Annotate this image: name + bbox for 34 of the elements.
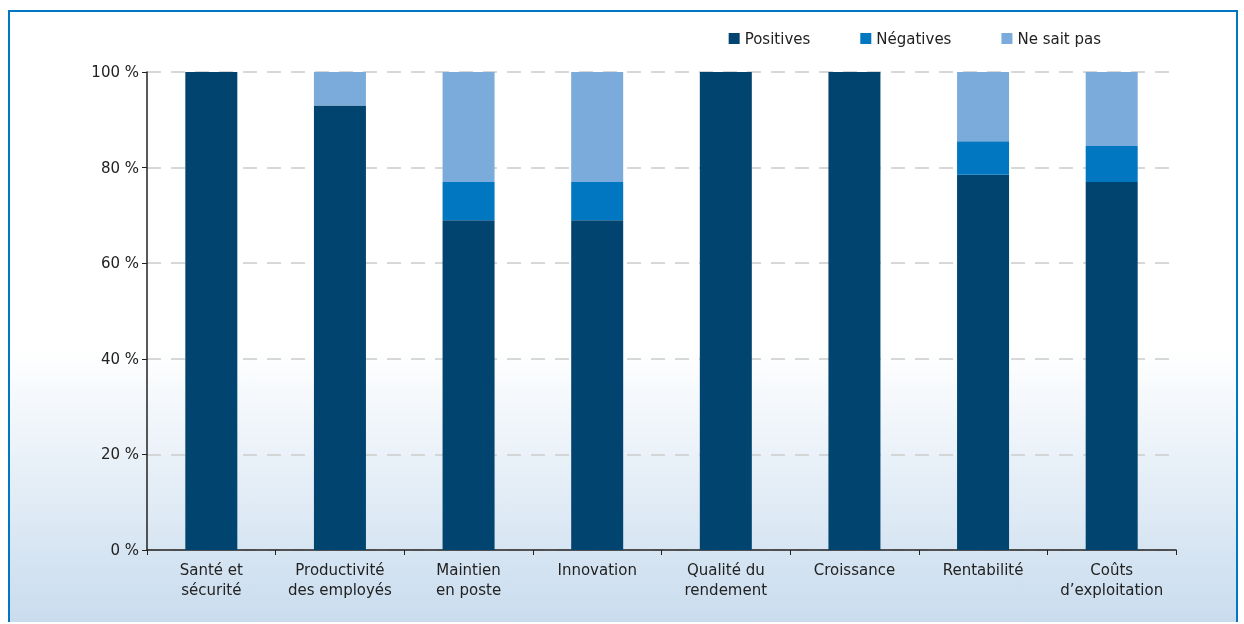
x-tick-label: Maintien en poste bbox=[435, 561, 502, 599]
x-tick-label: Santé et sécurité bbox=[179, 561, 244, 599]
y-tick-label: 100 % bbox=[91, 63, 139, 81]
legend-label: Ne sait pas bbox=[1017, 29, 1102, 48]
bar bbox=[957, 72, 1010, 142]
y-tick-label: 80 % bbox=[100, 158, 139, 177]
bar bbox=[313, 105, 366, 550]
bar bbox=[442, 220, 495, 550]
bar bbox=[957, 141, 1010, 175]
bar bbox=[957, 174, 1010, 550]
x-tick-label: Productivité des employés bbox=[287, 561, 393, 599]
bar bbox=[1085, 146, 1138, 182]
bar bbox=[1085, 72, 1138, 147]
bar bbox=[442, 181, 495, 221]
y-tick-label: 40 % bbox=[100, 349, 139, 368]
bar bbox=[571, 72, 624, 182]
bar bbox=[571, 181, 624, 221]
bar bbox=[828, 72, 881, 550]
x-tick-label: Croissance bbox=[813, 561, 896, 579]
x-tick-label: Rentabilité bbox=[942, 561, 1024, 579]
bar bbox=[571, 220, 624, 550]
legend-label: Négatives bbox=[876, 29, 952, 48]
x-tick-label: Qualité du rendement bbox=[684, 561, 768, 599]
legend-label: Positives bbox=[744, 29, 811, 48]
bar bbox=[442, 72, 495, 182]
bar bbox=[699, 72, 752, 550]
bar bbox=[313, 72, 366, 106]
y-tick-label: 0 % bbox=[110, 541, 139, 559]
y-tick-label: 60 % bbox=[100, 254, 139, 273]
y-tick-label: 20 % bbox=[100, 445, 139, 464]
bar bbox=[185, 72, 238, 550]
x-tick-label: Innovation bbox=[557, 561, 637, 579]
bar bbox=[1085, 181, 1138, 550]
x-tick-label: Coûts d’exploitation bbox=[1060, 561, 1164, 599]
